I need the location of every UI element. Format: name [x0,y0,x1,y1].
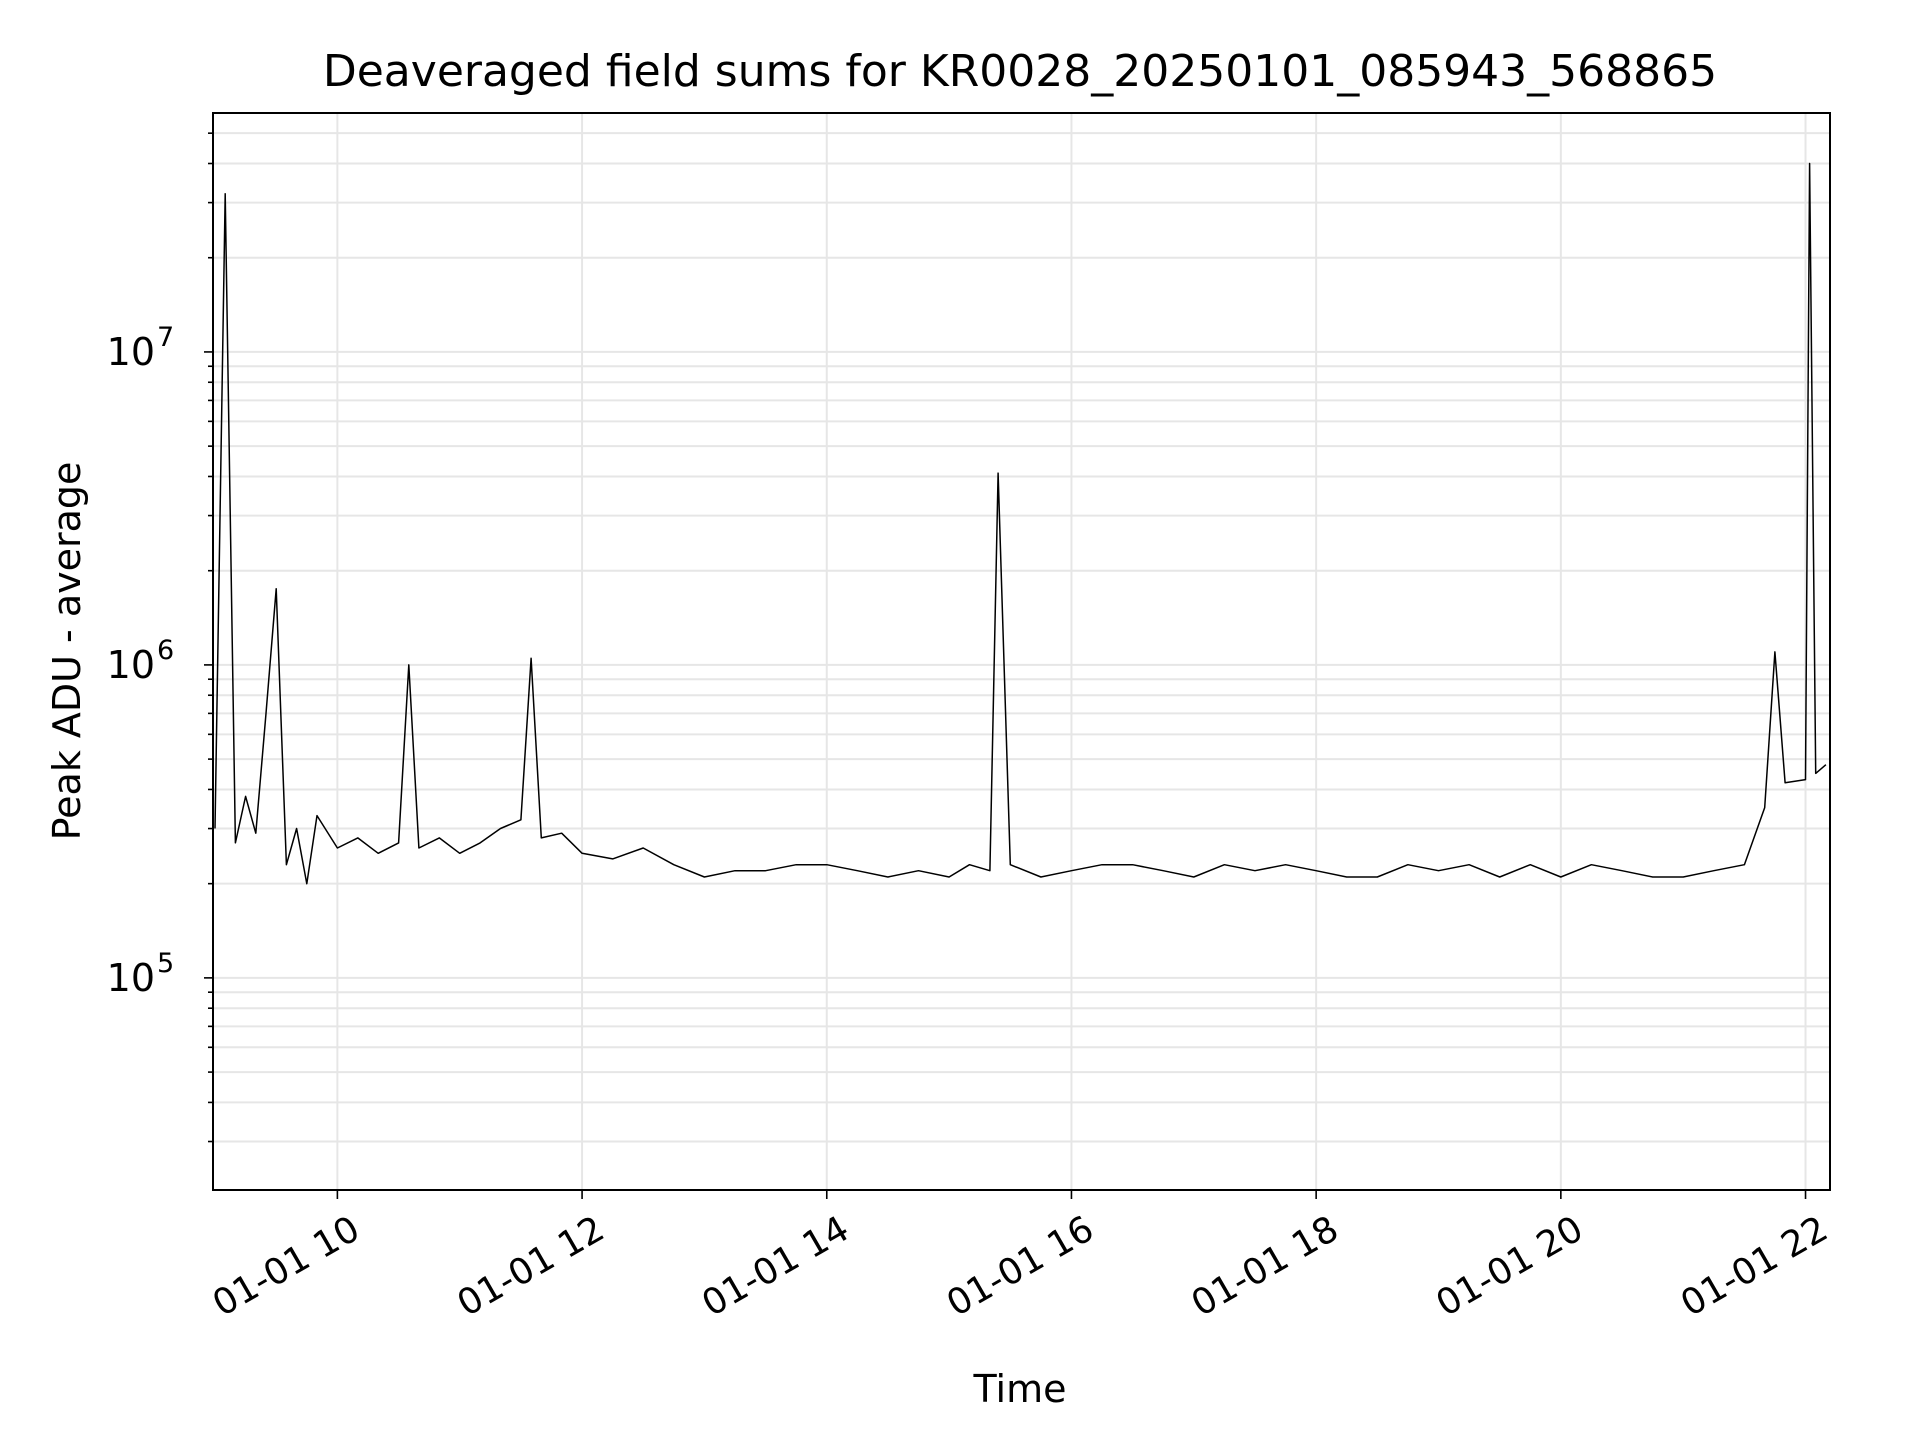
y-tick-label: 10 [107,956,155,1000]
grid-layer [213,113,1830,1190]
y-tick-label: 10 [107,330,155,374]
y-tick-exponent: 6 [157,635,174,666]
y-tick-exponent: 7 [157,322,174,353]
chart-title: Deaveraged field sums for KR0028_2025010… [323,46,1717,97]
series-line [214,162,1827,885]
plot-frame [212,112,1831,1191]
y-tick-label: 10 [107,643,155,687]
x-axis-label: Time [973,1367,1067,1411]
series-layer [214,162,1827,885]
y-axis-label: Peak ADU - average [45,462,89,841]
y-tick-exponent: 5 [157,948,174,979]
